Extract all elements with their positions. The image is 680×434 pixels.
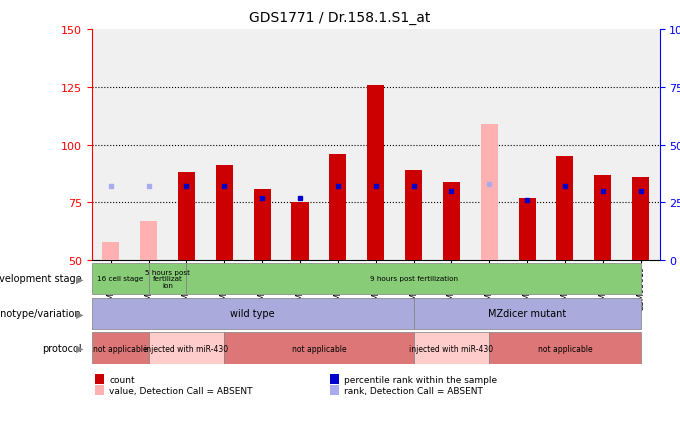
Bar (413, 332, 490, 364)
Bar (556, 157, 573, 260)
Bar (367, 85, 384, 260)
Bar (149, 263, 186, 294)
Bar (443, 182, 460, 260)
Text: wild type: wild type (231, 309, 275, 319)
Bar (216, 166, 233, 260)
Bar (186, 263, 641, 294)
Text: genotype/variation: genotype/variation (0, 309, 82, 319)
Bar (519, 198, 536, 260)
Bar (92, 332, 149, 364)
Text: injected with miR-430: injected with miR-430 (409, 344, 494, 353)
Bar (92, 298, 413, 329)
Bar (254, 189, 271, 260)
Text: 5 hours post
fertilizat
ion: 5 hours post fertilizat ion (145, 270, 190, 288)
Bar (140, 221, 157, 260)
Text: MZdicer mutant: MZdicer mutant (488, 309, 566, 319)
Text: ▶: ▶ (75, 309, 84, 319)
Text: not applicable: not applicable (93, 344, 148, 353)
Text: protocol: protocol (42, 343, 82, 353)
Bar (178, 173, 195, 260)
Text: percentile rank within the sample: percentile rank within the sample (344, 375, 497, 384)
Bar (224, 332, 413, 364)
Text: ▶: ▶ (75, 274, 84, 284)
Bar (102, 242, 119, 260)
Text: not applicable: not applicable (292, 344, 346, 353)
Bar (92, 263, 149, 294)
Text: ▶: ▶ (75, 343, 84, 353)
Bar (594, 175, 611, 260)
Bar (490, 332, 641, 364)
Text: 16 cell stage: 16 cell stage (97, 276, 143, 282)
Bar (329, 155, 346, 260)
Bar (632, 178, 649, 260)
Bar (405, 171, 422, 260)
Bar (149, 332, 224, 364)
Bar (292, 203, 309, 260)
Bar (413, 298, 641, 329)
Text: count: count (109, 375, 135, 384)
Text: not applicable: not applicable (538, 344, 592, 353)
Text: injected with miR-430: injected with miR-430 (144, 344, 228, 353)
Text: rank, Detection Call = ABSENT: rank, Detection Call = ABSENT (344, 386, 483, 395)
Text: development stage: development stage (0, 274, 82, 284)
Text: value, Detection Call = ABSENT: value, Detection Call = ABSENT (109, 386, 253, 395)
Bar (481, 125, 498, 260)
Text: 9 hours post fertilization: 9 hours post fertilization (369, 276, 458, 282)
Text: GDS1771 / Dr.158.1.S1_at: GDS1771 / Dr.158.1.S1_at (250, 11, 430, 25)
